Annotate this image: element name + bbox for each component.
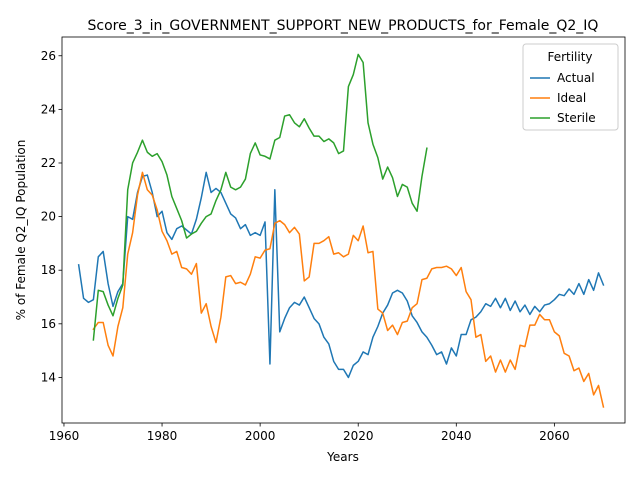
y-tick-label: 24	[41, 102, 56, 116]
series-line-actual	[77, 171, 605, 379]
legend-label-sterile: Sterile	[557, 111, 596, 125]
legend-label-ideal: Ideal	[557, 91, 586, 105]
y-tick-label: 22	[41, 156, 56, 170]
legend-items: Actual Ideal Sterile	[530, 71, 596, 125]
series-line-ideal	[92, 171, 605, 408]
y-axis-label: % of Female Q2_IQ Population	[14, 140, 28, 321]
chart-title: Score_3_in_GOVERNMENT_SUPPORT_NEW_PRODUC…	[88, 18, 599, 34]
y-tick-label: 16	[41, 317, 56, 331]
x-tick-label: 1960	[49, 429, 80, 443]
x-axis-label: Years	[326, 450, 359, 464]
x-axis: 1960 1980 2000 2020 2040 2060	[49, 423, 570, 443]
y-tick-label: 26	[41, 49, 56, 63]
y-tick-label: 20	[41, 210, 56, 224]
legend-label-actual: Actual	[557, 71, 595, 85]
x-tick-label: 2020	[343, 429, 374, 443]
y-tick-label: 18	[41, 263, 56, 277]
x-tick-label: 2000	[245, 429, 276, 443]
legend-title: Fertility	[547, 50, 592, 64]
y-axis: 14 16 18 20 22 24 26	[41, 49, 62, 384]
x-tick-label: 2060	[539, 429, 570, 443]
series-lines	[77, 53, 605, 408]
plot-frame	[61, 36, 626, 424]
legend-box	[522, 43, 619, 131]
series-line-sterile	[92, 53, 428, 341]
y-tick-label: 14	[41, 370, 56, 384]
legend: Fertility Actual Ideal Sterile	[522, 43, 619, 131]
x-tick-label: 2040	[441, 429, 472, 443]
x-tick-label: 1980	[147, 429, 178, 443]
